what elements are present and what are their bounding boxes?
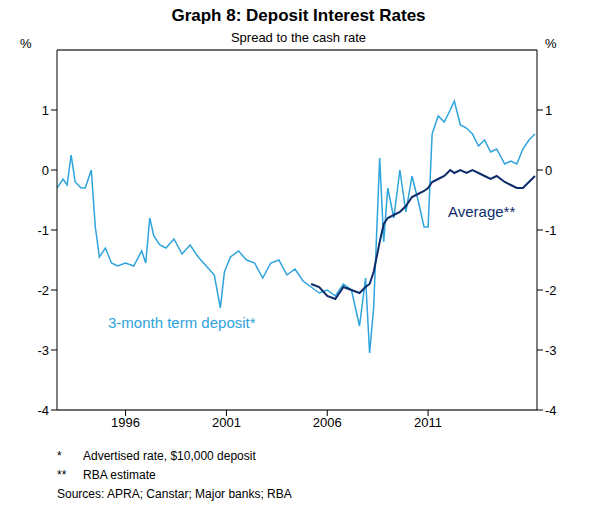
svg-text:-2: -2 (37, 283, 49, 298)
html-text:RBA estimate: RBA estimate (83, 468, 156, 482)
svg-text:0: 0 (545, 163, 552, 178)
html-text:Graph 8: Deposit Interest Rate: Graph 8: Deposit Interest Rates (171, 6, 426, 25)
svg-text:-1: -1 (37, 223, 49, 238)
svg-text:-4: -4 (545, 403, 557, 418)
svg-text:1: 1 (42, 103, 49, 118)
html-text:Sources: APRA; Canstar; Major: Sources: APRA; Canstar; Major banks; RBA (57, 487, 292, 501)
svg-text:1: 1 (545, 103, 552, 118)
svg-text:2001: 2001 (212, 415, 241, 430)
svg-text:-3: -3 (545, 343, 557, 358)
svg-text:0: 0 (42, 163, 49, 178)
svg-text:2006: 2006 (313, 415, 342, 430)
svg-text:-2: -2 (545, 283, 557, 298)
svg-text:-4: -4 (37, 403, 49, 418)
html-text:Average**: Average** (448, 203, 516, 220)
svg-text:1996: 1996 (111, 415, 140, 430)
html-text:3-month term deposit*: 3-month term deposit* (108, 314, 256, 331)
html-text:Spread to the cash rate: Spread to the cash rate (230, 30, 367, 45)
svg-text:-1: -1 (545, 223, 557, 238)
html-text:Advertised rate, $10,000 depos: Advertised rate, $10,000 deposit (83, 449, 256, 463)
svg-text:2011: 2011 (414, 415, 442, 430)
svg-text:-3: -3 (37, 343, 49, 358)
